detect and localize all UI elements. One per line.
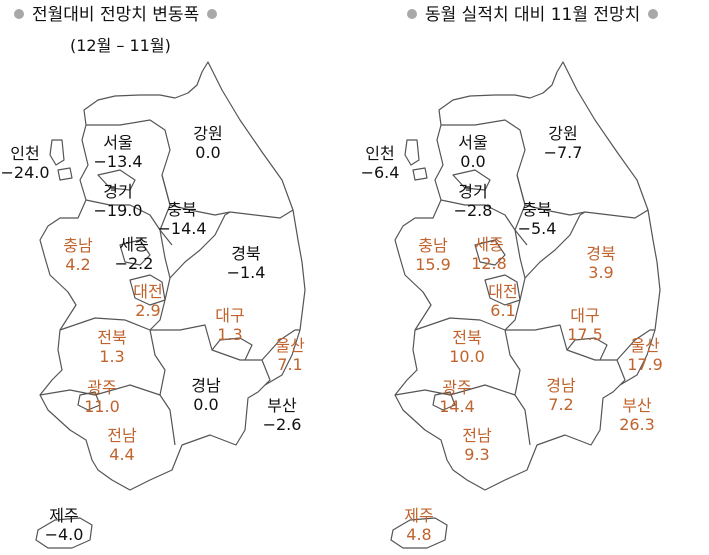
bullet-icon xyxy=(648,8,659,19)
region-label-gangwon: 강원 0.0 xyxy=(193,124,223,162)
region-label-gyeongnam: 경남 0.0 xyxy=(191,376,221,414)
korea-map-outline xyxy=(390,61,661,549)
region-label-gwangju: 광주 14.4 xyxy=(439,378,475,416)
region-label-busan: 부산 −2.6 xyxy=(262,396,302,434)
region-label-incheon: 인천 −24.0 xyxy=(0,144,50,182)
region-label-jeonnam: 전남 9.3 xyxy=(462,426,492,464)
region-label-gyeonggi: 경기 −19.0 xyxy=(93,182,143,220)
region-label-gyeongnam: 경남 7.2 xyxy=(546,376,576,414)
region-label-chungbuk: 충북 −5.4 xyxy=(517,200,557,238)
region-label-busan: 부산 26.3 xyxy=(619,396,655,434)
region-label-daejeon: 대전 2.9 xyxy=(133,282,163,320)
region-label-gyeongbuk: 경북 3.9 xyxy=(586,244,616,282)
region-label-incheon: 인천 −6.4 xyxy=(360,144,400,182)
region-label-ulsan: 울산 7.1 xyxy=(275,336,305,374)
bullet-icon xyxy=(407,8,417,19)
region-label-chungnam: 충남 15.9 xyxy=(415,236,451,274)
region-label-daegu: 대구 17.5 xyxy=(567,306,603,344)
left-map-subtitle: (12월 – 11월) xyxy=(70,36,171,55)
region-label-jeonnam: 전남 4.4 xyxy=(107,426,137,464)
region-label-gwangju: 광주 11.0 xyxy=(84,378,120,416)
region-label-jeju: 제주 −4.0 xyxy=(44,506,84,544)
bullet-icon xyxy=(14,8,24,19)
right-map-title: 동월 실적치 대비 11월 전망치 xyxy=(399,0,666,25)
region-label-gyeonggi: 경기 −2.8 xyxy=(453,182,493,220)
region-label-ulsan: 울산 17.9 xyxy=(627,336,663,374)
bullet-icon xyxy=(207,8,218,19)
region-label-seoul: 서울 0.0 xyxy=(458,133,488,171)
left-map-title: 전월대비 전망치 변동폭 xyxy=(6,0,225,25)
region-label-daejeon: 대전 6.1 xyxy=(488,282,518,320)
region-label-chungbuk: 충북 −14.4 xyxy=(157,200,207,238)
region-label-sejong: 세종 12.8 xyxy=(471,235,507,273)
region-label-sejong: 세종 −2.2 xyxy=(114,235,154,273)
region-label-chungnam: 충남 4.2 xyxy=(63,236,93,274)
region-label-jeonbuk: 전북 10.0 xyxy=(449,328,485,366)
region-label-gyeongbuk: 경북 −1.4 xyxy=(226,244,266,282)
right-map-panel: 동월 실적치 대비 11월 전망치 인천 −6.4 서울 0.0 강원 −7.7 경기… xyxy=(355,0,709,555)
region-label-jeju: 제주 4.8 xyxy=(404,506,434,544)
region-label-daegu: 대구 1.3 xyxy=(215,306,245,344)
region-label-seoul: 서울 −13.4 xyxy=(93,133,143,171)
region-label-jeonbuk: 전북 1.3 xyxy=(97,328,127,366)
region-label-gangwon: 강원 −7.7 xyxy=(543,124,583,162)
korea-map-outline xyxy=(35,61,306,549)
left-map-panel: 전월대비 전망치 변동폭 (12월 – 11월) 인천 −24.0 서울 −13.4… xyxy=(0,0,354,555)
